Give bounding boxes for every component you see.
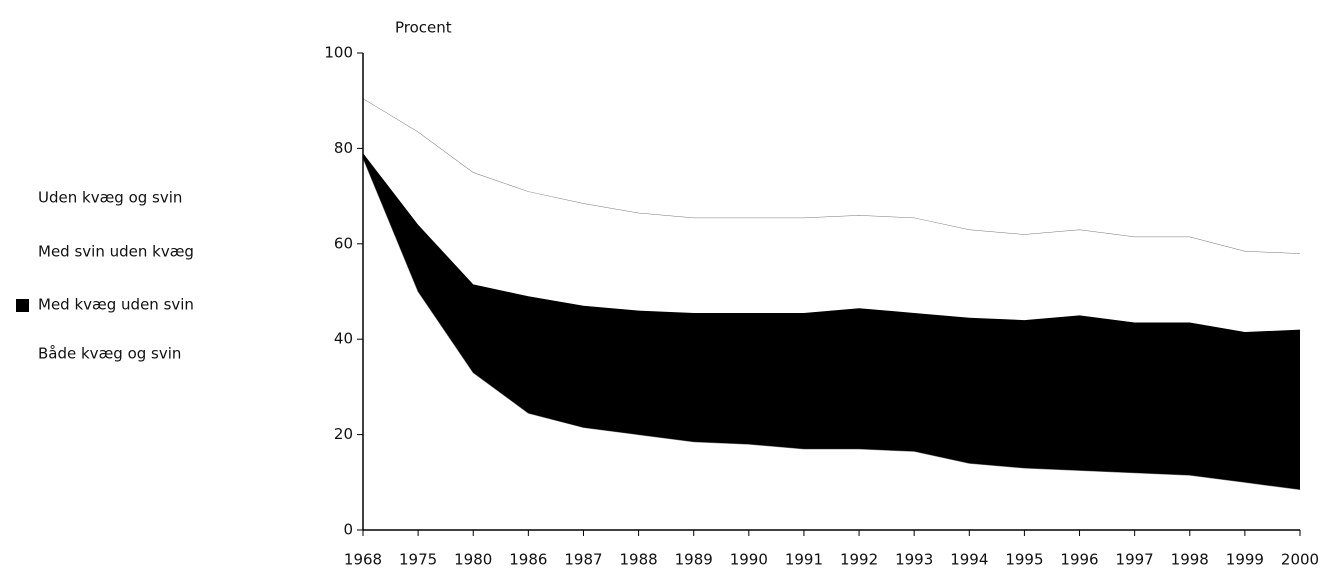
- x-tick-label: 1989: [675, 551, 713, 569]
- area: [363, 53, 1300, 254]
- legend-label: Både kvæg og svin: [38, 345, 181, 363]
- x-tick-label: 1995: [1005, 551, 1043, 569]
- legend-swatch: [16, 348, 29, 361]
- y-tick-label: 80: [334, 139, 353, 157]
- x-tick-label: 1998: [1171, 551, 1209, 569]
- x-tick-label: 1986: [509, 551, 547, 569]
- legend-swatch: [16, 246, 29, 259]
- y-tick-label: 100: [324, 44, 353, 62]
- area: [363, 98, 1300, 333]
- x-tick-label: 1990: [730, 551, 768, 569]
- area: [363, 157, 1300, 530]
- x-tick-label: 1975: [399, 551, 437, 569]
- y-tick-label: 20: [334, 425, 353, 443]
- y-tick-label: 60: [334, 234, 353, 252]
- x-tick-label: 1996: [1060, 551, 1098, 569]
- x-tick-label: 2000: [1281, 551, 1319, 569]
- x-tick-label: 1988: [619, 551, 657, 569]
- x-tick-label: 1994: [950, 551, 988, 569]
- legend-label: Med svin uden kvæg: [38, 243, 194, 261]
- x-tick-label: 1992: [840, 551, 878, 569]
- legend-swatch: [16, 299, 29, 312]
- x-tick-label: 1968: [344, 551, 382, 569]
- x-tick-label: 1987: [564, 551, 602, 569]
- legend-label: Med kvæg uden svin: [38, 296, 194, 314]
- x-tick-label: 1997: [1116, 551, 1154, 569]
- y-tick-label: 40: [334, 330, 353, 348]
- area: [363, 153, 1300, 490]
- x-tick-label: 1991: [785, 551, 823, 569]
- x-tick-label: 1999: [1226, 551, 1264, 569]
- legend-label: Uden kvæg og svin: [38, 189, 182, 207]
- x-tick-label: 1980: [454, 551, 492, 569]
- y-tick-label: 0: [343, 521, 353, 539]
- legend-swatch: [16, 192, 29, 205]
- x-tick-label: 1993: [895, 551, 933, 569]
- y-axis-label: Procent: [395, 19, 452, 37]
